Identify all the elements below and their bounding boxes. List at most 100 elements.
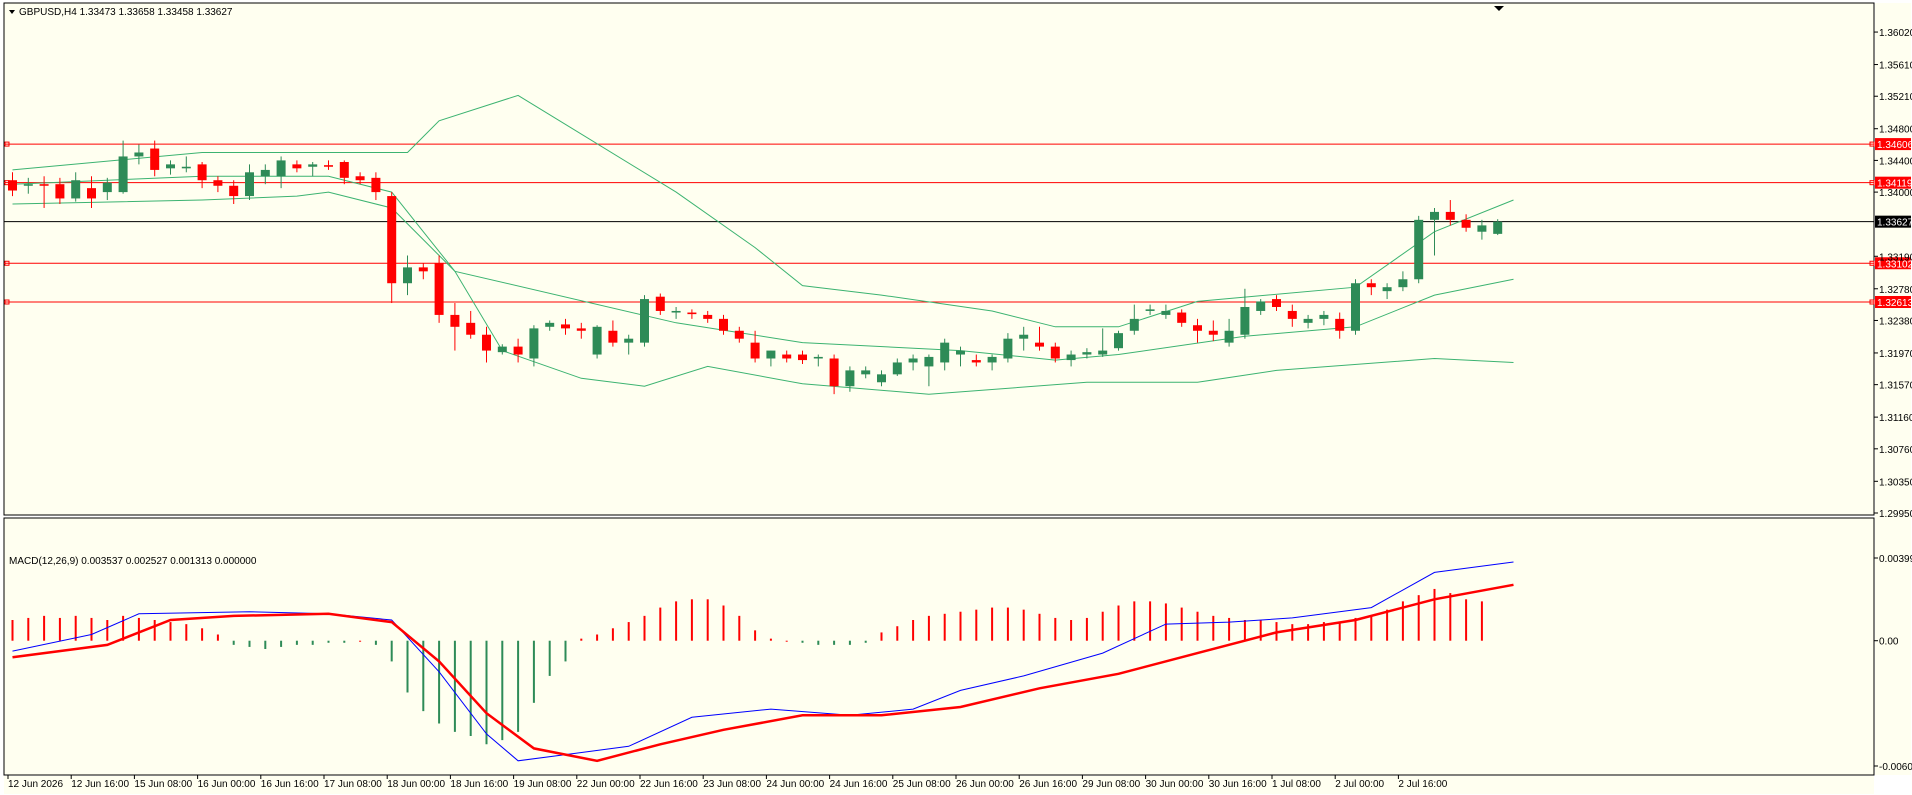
bear-candle (703, 314, 713, 319)
bull-candle (924, 356, 934, 367)
bull-candle (118, 156, 128, 193)
bear-candle (418, 267, 428, 272)
price-tick-label: 1.35210 (1879, 92, 1912, 103)
bull-candle (861, 370, 871, 375)
bear-candle (1335, 318, 1345, 331)
time-axis: 12 Jun 2026 12 Jun 16:00 15 Jun 08:00 16 Ju… (7, 775, 1448, 790)
bear-candle (576, 328, 586, 331)
bear-candle (55, 184, 65, 199)
bull-candle (624, 338, 634, 343)
bull-candle (1303, 318, 1313, 323)
bull-candle (1114, 333, 1123, 349)
bull-candle (71, 180, 81, 199)
level-right-marker (1869, 141, 1875, 147)
bear-candle (561, 324, 570, 329)
bear-candle (719, 318, 728, 331)
price-tick-label: 1.30350 (1879, 477, 1912, 488)
bear-candle (513, 346, 523, 355)
bull-candle (1351, 283, 1360, 331)
bear-candle (229, 185, 239, 197)
bull-candle (987, 356, 997, 363)
bear-candle (324, 165, 333, 167)
macd-header: MACD(12,26,9) 0.003537 0.002527 0.001313… (9, 556, 257, 567)
level-price-label: 1.33102 (1877, 259, 1912, 270)
bear-candle (213, 180, 223, 186)
bull-candle (1398, 279, 1408, 288)
bull-candle (892, 362, 902, 375)
price-tick-label: 1.32380 (1879, 316, 1912, 327)
time-tick-label: 25 Jun 08:00 (893, 779, 951, 790)
bull-candle (592, 326, 602, 355)
bull-candle (134, 152, 144, 157)
bear-candle (434, 263, 444, 315)
bear-candle (655, 296, 665, 311)
bear-candle (608, 330, 618, 343)
time-tick-label: 26 Jun 00:00 (956, 779, 1014, 790)
bull-candle (813, 356, 823, 359)
bear-candle (1035, 342, 1044, 347)
bear-candle (8, 180, 17, 191)
time-scale[interactable] (4, 776, 1874, 794)
bull-candle (1430, 211, 1439, 220)
time-tick-label: 19 Jun 08:00 (514, 779, 572, 790)
bear-candle (339, 161, 349, 178)
price-tick-label: 1.33190 (1879, 252, 1912, 263)
bull-candle (1382, 287, 1392, 292)
level-price-label: 1.34606 (1877, 140, 1912, 151)
time-tick-label: 22 Jun 16:00 (640, 779, 698, 790)
bull-candle (497, 346, 507, 353)
macd-tick-label: -0.00605 (1879, 762, 1912, 773)
time-tick-label: 24 Jun 16:00 (830, 779, 888, 790)
bull-candle (1082, 352, 1092, 355)
current-price-tag (1875, 215, 1911, 228)
bull-candle (166, 164, 175, 169)
bear-candle (829, 358, 839, 387)
price-tick-label: 1.30760 (1879, 445, 1912, 456)
price-tick-label: 1.29950 (1879, 509, 1912, 520)
price-axis: 1.36020 1.35610 1.35210 1.34800 1.34400 1.340… (1874, 28, 1912, 773)
bull-candle (1066, 354, 1076, 361)
bear-candle (1287, 310, 1297, 319)
horizontal-levels: 1.34606 1.34119 1.33102 1.32613 1.33627 (4, 138, 1912, 309)
level-price-label: 1.34119 (1877, 179, 1912, 190)
bear-candle (1050, 346, 1060, 359)
price-scale[interactable] (1875, 3, 1911, 775)
bear-candle (355, 176, 365, 181)
bear-candle (482, 334, 491, 351)
level-right-marker (1869, 180, 1875, 186)
bear-candle (87, 188, 96, 199)
bull-candle (276, 160, 286, 177)
time-tick-label: 26 Jun 16:00 (1019, 779, 1077, 790)
time-tick-label: 18 Jun 16:00 (450, 779, 508, 790)
collapse-triangle-icon[interactable] (9, 10, 15, 14)
bull-candle (766, 350, 776, 359)
bull-candle (1224, 330, 1234, 343)
bull-candle (1477, 225, 1487, 232)
price-tick-label: 1.31970 (1879, 349, 1912, 360)
macd-pane[interactable] (3, 517, 1875, 776)
signal-line (12, 583, 1514, 763)
bull-candle (908, 358, 918, 363)
bull-candle (260, 169, 270, 177)
bear-candle (1193, 325, 1202, 331)
bear-candle (1177, 312, 1187, 323)
time-tick-label: 18 Jun 00:00 (387, 779, 445, 790)
bear-candle (1272, 299, 1281, 307)
bull-candle (671, 310, 681, 313)
time-tick-label: 23 Jun 08:00 (703, 779, 761, 790)
price-tick-label: 1.34400 (1879, 156, 1912, 167)
price-tick-label: 1.31160 (1879, 413, 1912, 424)
level-right-marker (1869, 299, 1875, 305)
time-tick-label: 2 Jul 00:00 (1335, 779, 1384, 790)
shift-marker-icon[interactable] (1494, 6, 1504, 11)
bull-candle (640, 299, 649, 343)
bear-candle (1366, 283, 1376, 288)
time-tick-label: 30 Jun 00:00 (1146, 779, 1204, 790)
main-chart-pane[interactable] (3, 2, 1875, 516)
level-price-tag (1875, 176, 1911, 189)
candlesticks (8, 140, 1503, 395)
bull-candle (181, 166, 191, 169)
time-tick-label: 2 Jul 16:00 (1398, 779, 1447, 790)
bear-candle (798, 354, 807, 361)
